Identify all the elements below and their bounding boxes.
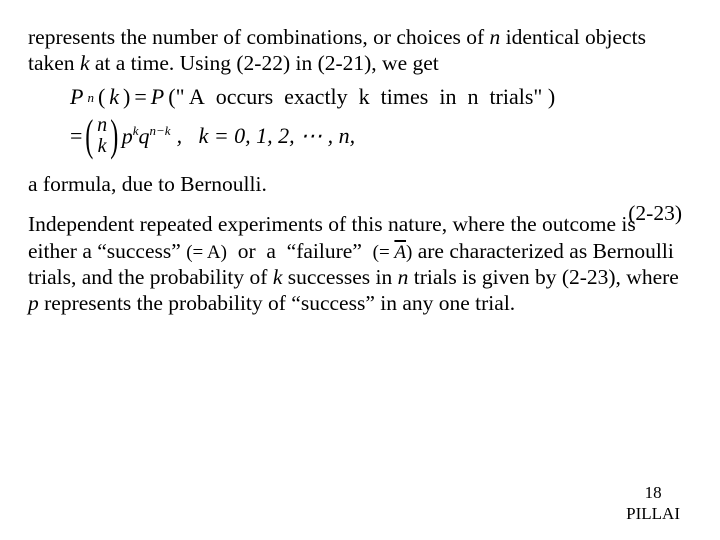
binom-k: k <box>98 136 107 157</box>
binom-close: ) <box>110 116 118 156</box>
prob-description: (" A occurs exactly k times in n trials"… <box>168 84 555 111</box>
var-k: k <box>273 265 283 289</box>
var-q: q <box>139 123 150 148</box>
equals-A-bar: (= A) <box>373 242 413 263</box>
paragraph-3: Independent repeated experiments of this… <box>28 211 688 316</box>
open-paren: ( <box>98 84 105 111</box>
binom-n: n <box>97 115 107 136</box>
text: successes in <box>282 265 397 289</box>
text: at a time. Using (2-22) in (2-21), we ge… <box>89 51 438 75</box>
author-name: PILLAI <box>626 504 680 524</box>
var-k: k <box>109 84 119 111</box>
close-paren: ) <box>123 84 130 111</box>
equals: = <box>134 84 146 111</box>
equation-2-23: Pn(k) = P(" A occurs exactly k times in … <box>70 84 688 157</box>
equals: = <box>70 123 82 150</box>
equation-tail: , k = 0, 1, 2, ⋯ , n, <box>177 123 356 150</box>
paragraph-1: represents the number of combinations, o… <box>28 24 688 76</box>
page-footer: 18 PILLAI <box>626 483 680 524</box>
text: or a “failure” <box>227 239 373 263</box>
var-n: n <box>490 25 501 49</box>
page-number: 18 <box>626 483 680 503</box>
exp-n-k: n−k <box>150 123 171 138</box>
page-root: represents the number of combinations, o… <box>0 0 720 540</box>
var-p: p <box>122 123 133 148</box>
var-p: p <box>28 291 39 315</box>
binom-open: ( <box>86 116 94 156</box>
var-n: n <box>398 265 409 289</box>
binomial: n k <box>97 115 107 157</box>
sub-n: n <box>87 90 94 106</box>
text: represents the number of combinations, o… <box>28 25 490 49</box>
text: trials is given by (2-23), where <box>408 265 678 289</box>
sym-P: P <box>70 84 83 111</box>
sym-P: P <box>151 84 164 111</box>
equation-line-2: = ( n k ) pk qn−k , k = 0, 1, 2, ⋯ , n, <box>70 115 688 157</box>
equals-A: (= A) <box>186 242 227 263</box>
text: represents the probability of “success” … <box>39 291 515 315</box>
equation-number: (2-23) <box>628 200 682 226</box>
paragraph-2: a formula, due to Bernoulli. <box>28 171 688 197</box>
equation-line-1: Pn(k) = P(" A occurs exactly k times in … <box>70 84 688 111</box>
